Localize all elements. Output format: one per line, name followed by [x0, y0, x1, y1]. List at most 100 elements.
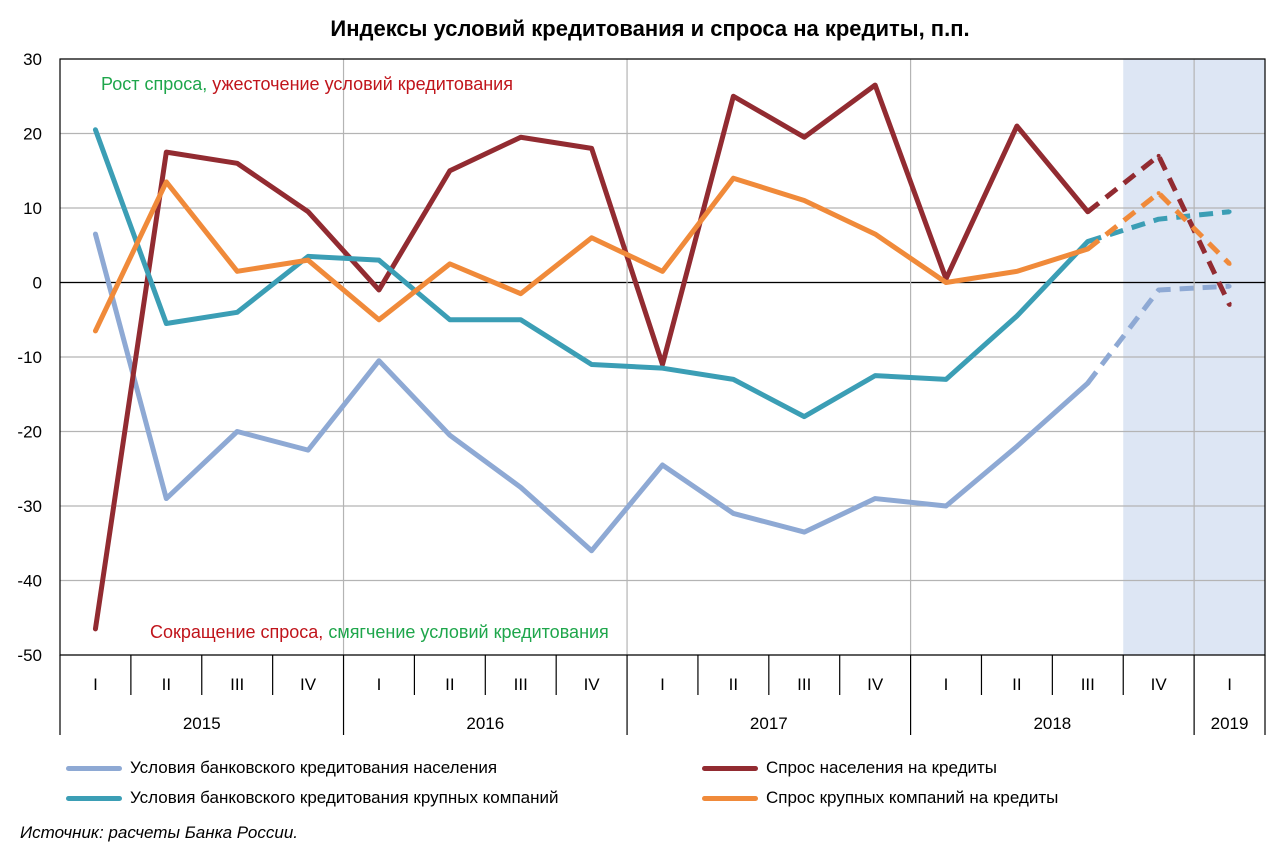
quarter-label: II [1012, 675, 1021, 694]
data-point [802, 530, 807, 535]
quarter-label: IV [584, 675, 601, 694]
legend-item-household-demand: Спрос населения на кредиты [702, 758, 997, 778]
y-tick-label: -20 [17, 423, 42, 442]
data-point [802, 414, 807, 419]
legend-swatch [702, 765, 758, 771]
y-tick-label: 20 [23, 125, 42, 144]
y-tick-label: 10 [23, 199, 42, 218]
legend-item-household-conditions: Условия банковского кредитования населен… [66, 758, 497, 778]
y-tick-label: -30 [17, 497, 42, 516]
legend-label: Условия банковского кредитования крупных… [130, 788, 559, 807]
y-tick-label: 30 [23, 50, 42, 69]
data-point [1227, 302, 1232, 307]
data-point [376, 358, 381, 363]
data-point [944, 280, 949, 285]
quarter-label: I [1227, 675, 1232, 694]
data-point [1014, 314, 1019, 319]
data-point [235, 429, 240, 434]
data-point [1156, 191, 1161, 196]
year-label: 2015 [183, 714, 221, 733]
quarter-label: III [514, 675, 528, 694]
data-point [873, 496, 878, 501]
data-point [164, 321, 169, 326]
data-point [589, 235, 594, 240]
quarter-label: IV [867, 675, 884, 694]
data-point [306, 254, 311, 259]
data-point [1227, 261, 1232, 266]
data-point [518, 317, 523, 322]
data-point [802, 135, 807, 140]
legend-swatch [66, 795, 122, 801]
data-point [447, 168, 452, 173]
data-point [447, 433, 452, 438]
annotation-top-part: ужесточение условий кредитования [212, 74, 513, 94]
quarter-label: IV [1151, 675, 1168, 694]
data-point [1156, 217, 1161, 222]
data-point [518, 135, 523, 140]
data-point [1156, 287, 1161, 292]
year-label: 2017 [750, 714, 788, 733]
annotation-top: Рост спроса, ужесточение условий кредито… [101, 74, 513, 94]
data-point [164, 150, 169, 155]
data-point [376, 317, 381, 322]
quarter-label: II [162, 675, 171, 694]
y-tick-label: -10 [17, 348, 42, 367]
data-point [731, 176, 736, 181]
data-point [731, 511, 736, 516]
quarter-label: III [1081, 675, 1095, 694]
series-line-1 [92, 231, 1091, 554]
legend-swatch [66, 765, 122, 771]
data-point [1085, 209, 1090, 214]
data-point [1227, 284, 1232, 289]
data-point [306, 448, 311, 453]
data-point [164, 496, 169, 501]
quarter-label: I [377, 675, 382, 694]
legend-label: Условия банковского кредитования населен… [130, 758, 498, 777]
source-note: Источник: расчеты Банка России. [20, 823, 299, 842]
data-point [589, 362, 594, 367]
data-point [93, 232, 98, 237]
data-point [518, 291, 523, 296]
annotation-top-part: Рост спроса, [101, 74, 212, 94]
quarter-label: III [230, 675, 244, 694]
series-forecast-line-2 [1086, 153, 1232, 306]
data-point [873, 373, 878, 378]
data-point [873, 232, 878, 237]
data-point [93, 626, 98, 631]
data-point [1085, 246, 1090, 251]
data-point [376, 287, 381, 292]
data-point [376, 258, 381, 263]
data-point [660, 269, 665, 274]
data-point [1085, 381, 1090, 386]
y-tick-label: -40 [17, 572, 42, 591]
data-point [518, 485, 523, 490]
legend-item-corporate-demand: Спрос крупных компаний на кредиты [702, 788, 1058, 808]
data-point [306, 209, 311, 214]
data-point [93, 328, 98, 333]
data-point [1014, 269, 1019, 274]
plot-frame [59, 58, 1266, 656]
data-point [944, 377, 949, 382]
data-point [802, 198, 807, 203]
annotation-bottom: Сокращение спроса, смягчение условий кре… [150, 622, 609, 642]
data-point [93, 127, 98, 132]
data-point [589, 548, 594, 553]
y-tick-label: -50 [17, 646, 42, 665]
y-tick-label: 0 [33, 274, 42, 293]
data-point [660, 366, 665, 371]
legend-item-corporate-conditions: Условия банковского кредитования крупных… [66, 788, 558, 808]
quarter-label: IV [300, 675, 317, 694]
year-label: 2018 [1033, 714, 1071, 733]
data-point [447, 317, 452, 322]
quarter-label: II [729, 675, 738, 694]
data-point [660, 463, 665, 468]
series-line-3 [92, 127, 1091, 420]
annotation-bottom-part: Сокращение спроса, [150, 622, 328, 642]
data-point [873, 83, 878, 88]
legend-label: Спрос крупных компаний на кредиты [766, 788, 1059, 807]
data-point [306, 258, 311, 263]
data-point [731, 377, 736, 382]
data-point [1085, 239, 1090, 244]
legend-label: Спрос населения на кредиты [766, 758, 997, 777]
